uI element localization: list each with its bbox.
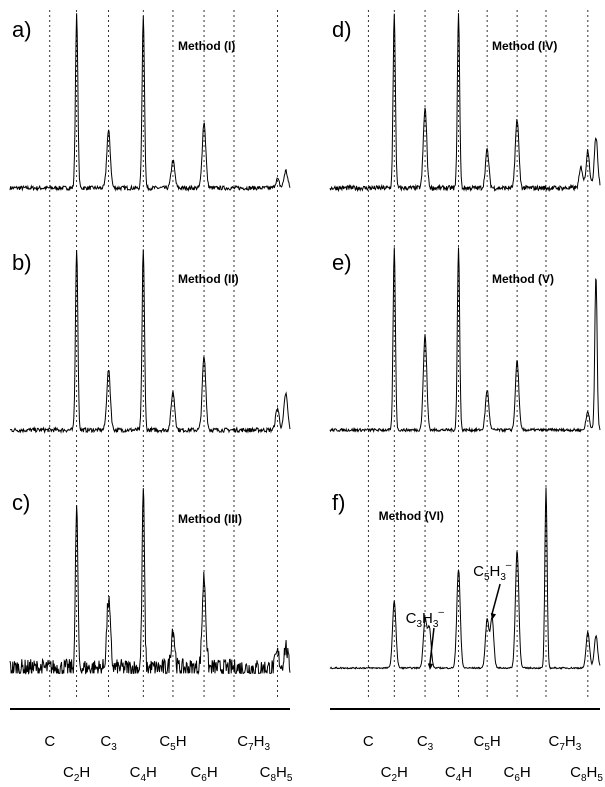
tick-sub2: 5 [597,773,603,784]
tick-base: C [190,764,201,781]
tick-h: H [490,733,501,750]
ion-label: C5H3– [473,560,512,583]
panel-b: b) Method (II) [10,249,290,432]
arrow-shaft [492,584,500,614]
x-tick-label: C6H [190,764,217,784]
panel-letter: a) [12,17,32,42]
tick-base: C [503,764,514,781]
spectrum-line [330,487,600,668]
ion-sub: 3 [500,572,506,583]
x-tick-label: C3 [417,733,434,753]
tick-h: H [79,764,90,781]
spectrum-line [330,247,600,431]
tick-h: H [146,764,157,781]
panel-letter: d) [332,17,352,42]
ion-base: C [473,563,484,580]
tick-base: C [130,764,141,781]
arrow-head [428,663,433,670]
ion-charge: – [506,560,512,571]
x-tick-label: C [363,733,374,750]
panel-letter: e) [332,250,352,275]
tick-sub2: 5 [287,773,293,784]
tick-h: H [565,733,576,750]
x-tick-label: C5H [159,733,186,753]
panel-c: c) Method (III) [10,488,290,673]
tick-h: H [461,764,472,781]
panel-f: f) Method (VI) C3H3– C5H3– [330,487,600,670]
guide-lines-col-2 [368,10,588,700]
spectrum-line [10,13,290,190]
x-tick-label: C4H [130,764,157,784]
tick-base: C [237,733,248,750]
tick-base: C [100,733,111,750]
tick-sub2: 3 [264,742,270,753]
x-tick-label: C3 [100,733,117,753]
tick-sub: 3 [111,742,117,753]
spectrum-line [330,13,600,190]
spectrum-line [10,249,290,432]
tick-h: H [276,764,287,781]
ion-h: H [422,610,433,627]
panel-letter: c) [12,490,30,515]
x-tick-label: C2H [381,764,408,784]
x-tick-label: C5H [474,733,501,753]
tick-h: H [254,733,265,750]
panel-d: d) Method (IV) [330,13,600,190]
x-tick-label: C7H3 [237,733,270,753]
tick-sub: 3 [428,742,434,753]
tick-base: C [44,733,55,750]
tick-sub2: 3 [576,742,582,753]
tick-h: H [176,733,187,750]
x-tick-label: C [44,733,55,750]
tick-base: C [445,764,456,781]
method-label: Method (V) [492,272,554,286]
tick-base: C [417,733,428,750]
x-tick-label: C4H [445,764,472,784]
x-tick-label: C6H [503,764,530,784]
guide-lines-col-1 [50,10,278,700]
method-label: Method (III) [178,512,242,526]
x-tick-label: C8H5 [260,764,293,784]
tick-h: H [587,764,598,781]
tick-h: H [207,764,218,781]
panel-letter: f) [332,490,345,515]
tick-base: C [260,764,271,781]
tick-base: C [381,764,392,781]
tick-base: C [363,733,374,750]
method-label: Method (II) [178,272,239,286]
tick-base: C [570,764,581,781]
ion-base: C [406,610,417,627]
x-tick-label: C8H5 [570,764,603,784]
method-label: Method (I) [178,39,235,53]
x-tick-label: C7H3 [548,733,581,753]
ion-h: H [490,563,501,580]
panel-letter: b) [12,250,32,275]
tick-base: C [474,733,485,750]
ion-label: C3H3– [406,607,445,630]
tick-h: H [397,764,408,781]
spectrum-line [10,488,290,673]
tick-base: C [159,733,170,750]
panel-a: a) Method (I) [10,13,290,190]
method-label: Method (IV) [492,39,557,53]
method-label: Method (VI) [379,509,444,523]
tick-h: H [520,764,531,781]
x-tick-label: C2H [63,764,90,784]
tick-base: C [548,733,559,750]
tick-base: C [63,764,74,781]
panel-e: e) Method (V) [330,247,600,431]
ion-charge: – [438,607,444,618]
